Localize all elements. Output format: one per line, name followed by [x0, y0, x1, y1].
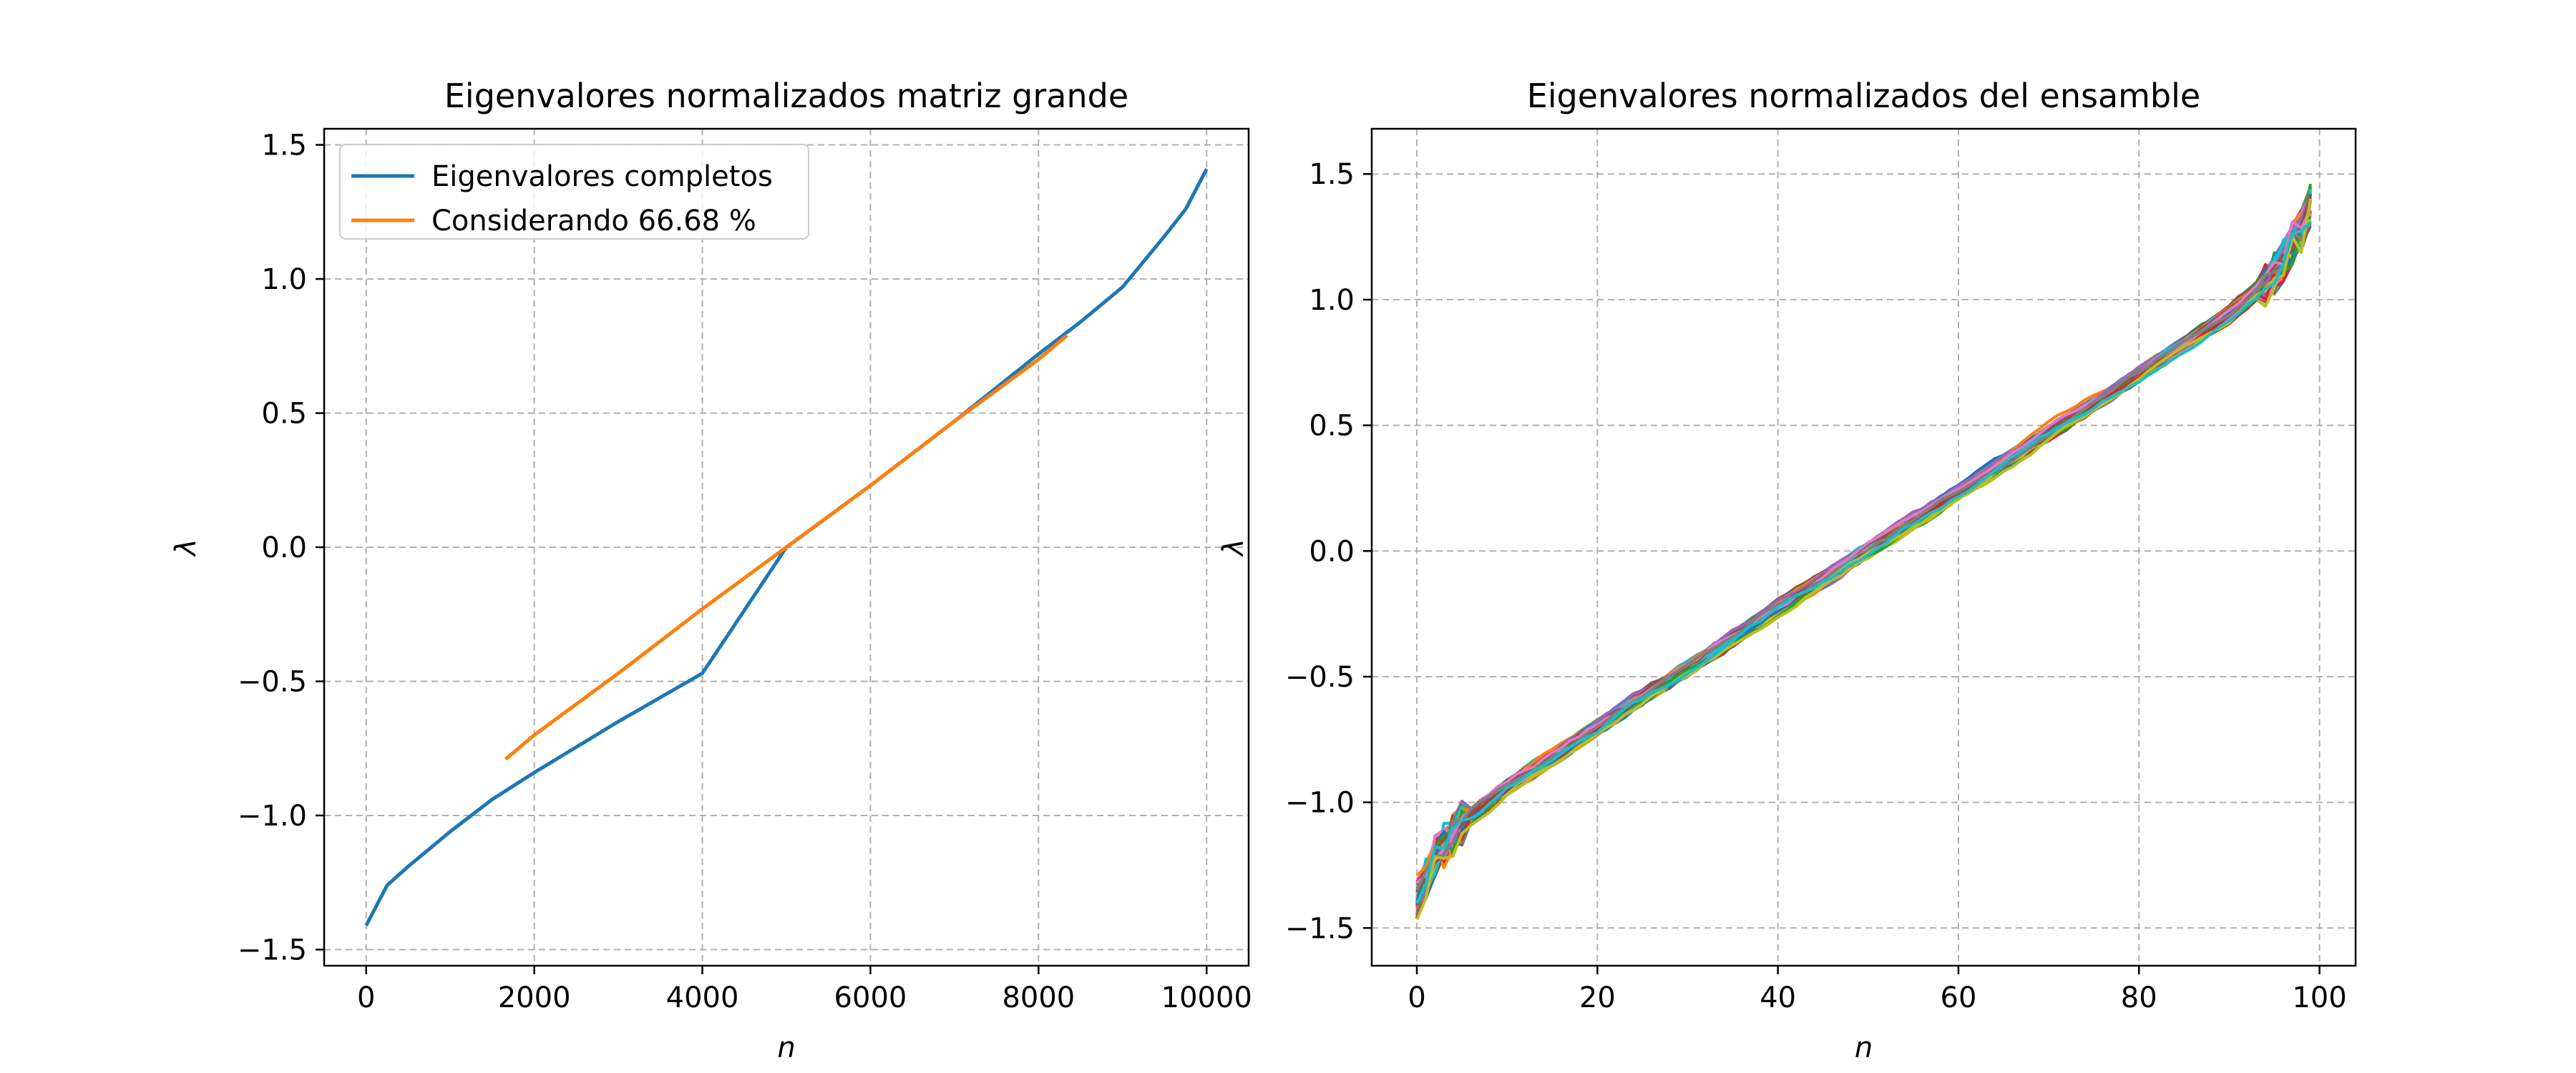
right-chart-title: Eigenvalores normalizados del ensamble [1527, 77, 2200, 115]
left-x-tick-label: 8000 [1002, 981, 1075, 1014]
right-ticks: 0 20 40 60 80 100 −1.5 −1.0 −0.5 0.0 0.5 1.0 1.5 [1285, 158, 2347, 1014]
right-plot-frame [1370, 127, 2357, 967]
right-x-axis-label: n [1855, 1032, 1873, 1064]
left-y-tick-label: −1.0 [238, 800, 307, 833]
left-y-tick-label: −0.5 [238, 666, 307, 699]
right-x-tick-label: 80 [2121, 981, 2157, 1014]
right-y-tick-label: −1.5 [1285, 912, 1355, 945]
left-y-tick-label: 0.5 [261, 398, 307, 431]
right-grid [1372, 129, 2356, 966]
legend-label-considerando: Considerando 66.68 % [431, 205, 756, 237]
left-x-tick-label: 4000 [666, 981, 739, 1014]
legend-label-eigenvalores-completos: Eigenvalores completos [431, 160, 773, 193]
left-x-axis-label: n [777, 1032, 795, 1064]
left-y-axis-label: λ [170, 539, 203, 557]
series-line-1 [504, 333, 1068, 761]
chart-left: 0 2000 4000 6000 8000 10000 −1.5 −1.0 −0.5 0.0 0.5… [170, 77, 1252, 1064]
right-x-tick-label: 40 [1760, 981, 1796, 1014]
right-x-tick-label: 0 [1407, 981, 1425, 1014]
left-y-tick-label: 1.0 [261, 263, 307, 296]
right-y-tick-label: 0.5 [1309, 410, 1355, 443]
left-chart-title: Eigenvalores normalizados matriz grande [444, 77, 1128, 115]
ensemble-curve [1415, 198, 2312, 921]
left-x-tick-label: 10000 [1161, 981, 1252, 1014]
right-x-tick-label: 20 [1579, 981, 1616, 1014]
left-y-tick-label: 1.5 [261, 129, 307, 162]
left-x-tick-label: 0 [357, 981, 375, 1014]
ensemble-curve [1415, 221, 2312, 904]
left-series [364, 168, 1209, 926]
right-y-tick-label: −1.0 [1285, 787, 1355, 820]
right-y-tick-label: −0.5 [1285, 661, 1355, 694]
chart-right: 0 20 40 60 80 100 −1.5 −1.0 −0.5 0.0 0.5 1.0 1.5 Eig… [1217, 77, 2357, 1064]
right-x-tick-label: 100 [2292, 981, 2346, 1014]
left-x-tick-label: 2000 [498, 981, 571, 1014]
right-x-tick-label: 60 [1941, 981, 1977, 1014]
left-y-tick-label: 0.0 [261, 531, 307, 564]
left-ticks: 0 2000 4000 6000 8000 10000 −1.5 −1.0 −0.5 0.0 0.5… [238, 129, 1252, 1015]
right-y-tick-label: 1.0 [1309, 284, 1355, 317]
right-y-tick-label: 0.0 [1309, 535, 1355, 568]
right-series [1415, 183, 2312, 921]
left-y-tick-label: −1.5 [238, 934, 307, 967]
legend-box [339, 144, 809, 240]
right-y-axis-label: λ [1217, 539, 1250, 557]
left-x-tick-label: 6000 [834, 981, 907, 1014]
left-legend: Eigenvalores completos Considerando 66.6… [339, 144, 809, 240]
right-y-tick-label: 1.5 [1309, 158, 1355, 191]
